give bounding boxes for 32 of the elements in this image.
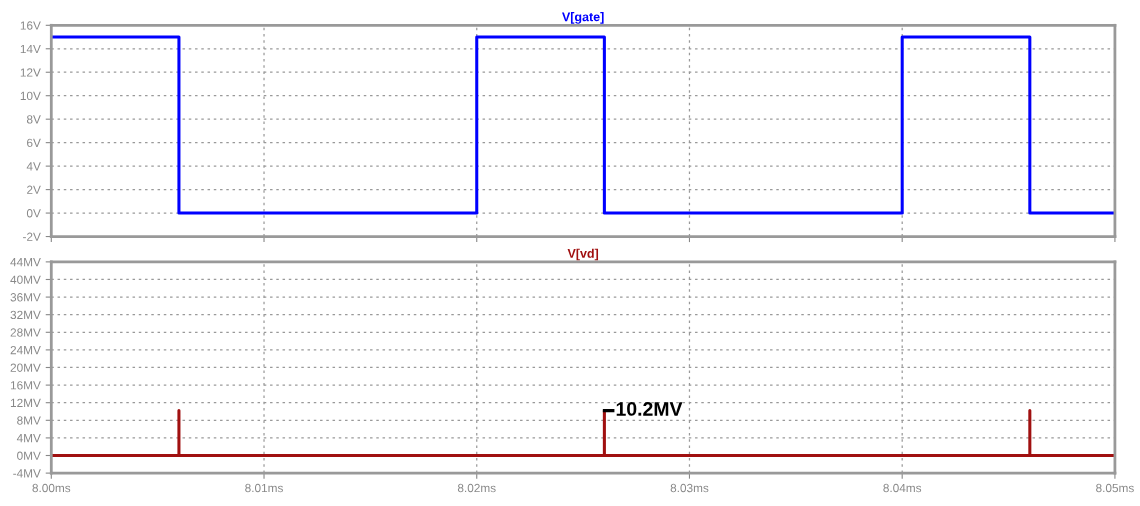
- x-tick-label: 8.05ms: [1096, 483, 1134, 493]
- chart-title: V[gate]: [562, 12, 604, 24]
- y-tick-label: 16MV: [10, 381, 41, 390]
- y-tick-label: 8V: [26, 115, 41, 124]
- y-tick-label: 28MV: [10, 328, 41, 337]
- y-tick-label: 2V: [27, 185, 41, 194]
- x-tick-label: 8.04ms: [883, 483, 922, 493]
- y-tick-label: 10V: [20, 91, 41, 101]
- y-tick-label: 4V: [26, 162, 41, 171]
- y-tick-label: 24MV: [10, 345, 41, 355]
- y-tick-label: 44MV: [10, 258, 41, 267]
- y-tick-label: -2V: [23, 232, 41, 241]
- y-tick-label: 36MV: [10, 293, 41, 302]
- y-tick-label: -4MV: [13, 469, 41, 478]
- x-tick-label: 8.00ms: [32, 483, 71, 493]
- y-tick-label: 8MV: [17, 416, 41, 425]
- y-tick-label: 0V: [26, 209, 41, 218]
- x-tick-label: 8.01ms: [245, 483, 283, 493]
- y-tick-label: 16V: [20, 21, 41, 30]
- y-tick-label: 14V: [20, 44, 41, 54]
- y-tick-label: 32MV: [10, 310, 41, 320]
- y-tick-label: 0MV: [17, 451, 41, 460]
- x-tick-label: 8.02ms: [457, 483, 496, 493]
- x-tick-label: 8.03ms: [670, 483, 709, 493]
- y-tick-label: 40MV: [10, 275, 41, 284]
- y-tick-label: 6V: [27, 138, 41, 148]
- y-tick-label: 12MV: [10, 398, 41, 407]
- annotation: 10.2MV: [616, 402, 683, 416]
- y-tick-label: 4MV: [16, 434, 41, 443]
- y-tick-label: 12V: [20, 68, 41, 77]
- chart-title: V[vd]: [567, 248, 599, 261]
- y-tick-label: 20MV: [10, 363, 41, 372]
